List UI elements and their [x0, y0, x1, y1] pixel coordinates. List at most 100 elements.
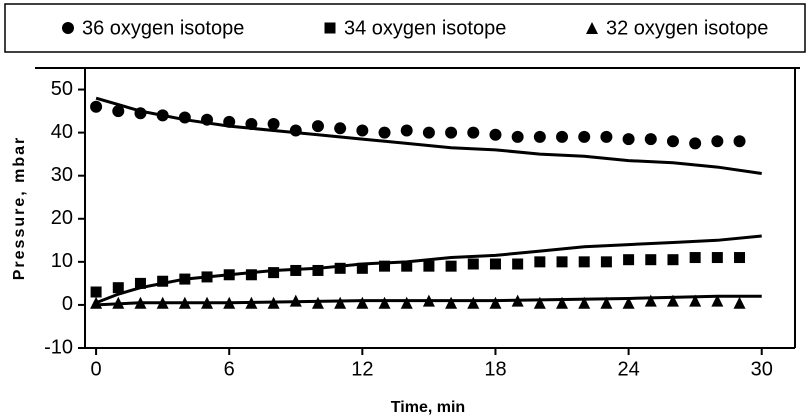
data-point	[533, 130, 546, 143]
data-point	[90, 296, 103, 309]
legend-label: 36 oxygen isotope	[82, 17, 244, 39]
data-point	[644, 133, 657, 146]
data-point	[622, 133, 635, 146]
data-point	[445, 126, 458, 139]
data-point	[311, 296, 324, 309]
y-tick-label: 0	[62, 293, 73, 315]
y-tick-label: -10	[44, 336, 73, 358]
data-point	[511, 130, 524, 143]
data-point	[689, 137, 702, 150]
data-point	[600, 296, 613, 309]
data-point	[578, 130, 591, 143]
data-point	[378, 126, 391, 139]
data-point	[134, 107, 147, 120]
data-point	[90, 286, 102, 298]
data-point	[290, 264, 302, 276]
data-point	[156, 296, 169, 309]
data-point	[667, 254, 679, 266]
data-point	[512, 258, 524, 270]
data-point	[201, 296, 214, 309]
data-point	[156, 109, 169, 122]
data-point	[533, 296, 546, 309]
data-point	[178, 296, 191, 309]
data-point	[379, 260, 391, 272]
data-point	[445, 260, 457, 272]
data-point	[267, 296, 280, 309]
data-point	[556, 130, 569, 143]
data-point	[600, 256, 612, 268]
data-point	[268, 267, 280, 279]
data-point	[157, 275, 169, 287]
data-point	[245, 296, 258, 309]
x-tick-label: 24	[617, 358, 639, 380]
data-point	[112, 105, 125, 118]
data-point	[534, 256, 546, 268]
data-point	[312, 264, 324, 276]
data-point	[600, 130, 613, 143]
data-point	[445, 296, 458, 309]
data-point	[334, 296, 347, 309]
data-point	[267, 118, 280, 130]
data-point	[422, 126, 435, 139]
data-point	[467, 296, 480, 309]
data-point	[134, 277, 146, 289]
data-point	[245, 118, 258, 130]
data-point	[179, 273, 191, 285]
data-point	[666, 294, 679, 307]
x-tick-label: 0	[91, 358, 102, 380]
data-point	[112, 296, 125, 309]
data-point	[489, 128, 502, 141]
data-point	[666, 135, 679, 148]
data-point	[622, 296, 635, 309]
y-tick-label: 20	[51, 207, 73, 229]
data-point	[223, 296, 236, 309]
data-point	[223, 269, 235, 281]
data-point	[689, 252, 701, 264]
y-tick-label: 30	[51, 164, 73, 186]
data-point	[311, 120, 324, 133]
data-point	[245, 269, 257, 281]
data-point	[711, 135, 724, 148]
data-point	[378, 296, 391, 309]
x-tick-label: 6	[224, 358, 235, 380]
data-point	[711, 252, 723, 264]
data-point	[90, 100, 103, 113]
data-point	[423, 260, 435, 272]
data-point	[578, 296, 591, 309]
y-tick-label: 40	[51, 121, 73, 143]
data-point	[223, 115, 236, 128]
data-point	[289, 294, 302, 307]
data-point	[334, 122, 347, 135]
data-point	[689, 294, 702, 307]
data-point	[334, 262, 346, 274]
data-point	[356, 296, 369, 309]
data-point	[134, 296, 147, 309]
y-tick-label: 50	[51, 78, 73, 100]
y-axis-title: Pressure, mbar	[11, 136, 28, 281]
x-axis-title: Time, min	[391, 399, 465, 416]
data-point	[467, 258, 479, 270]
data-point	[623, 254, 635, 266]
data-point	[422, 294, 435, 307]
legend-label: 34 oxygen isotope	[344, 17, 506, 39]
data-point	[489, 296, 502, 309]
data-point	[711, 294, 724, 307]
data-point	[467, 126, 480, 139]
data-point	[733, 135, 746, 148]
legend-marker	[586, 22, 598, 34]
data-point	[556, 296, 569, 309]
legend-box	[4, 3, 806, 53]
x-tick-label: 12	[351, 358, 373, 380]
legend-label: 32 oxygen isotope	[606, 17, 768, 39]
data-point	[201, 271, 213, 283]
y-tick-label: 10	[51, 250, 73, 272]
x-tick-label: 18	[484, 358, 506, 380]
data-point	[511, 294, 524, 307]
data-point	[289, 124, 302, 137]
data-point	[578, 256, 590, 268]
legend-marker	[62, 22, 74, 34]
data-point	[400, 296, 413, 309]
legend-marker	[324, 22, 336, 34]
data-point	[556, 256, 568, 268]
data-point	[178, 111, 191, 124]
